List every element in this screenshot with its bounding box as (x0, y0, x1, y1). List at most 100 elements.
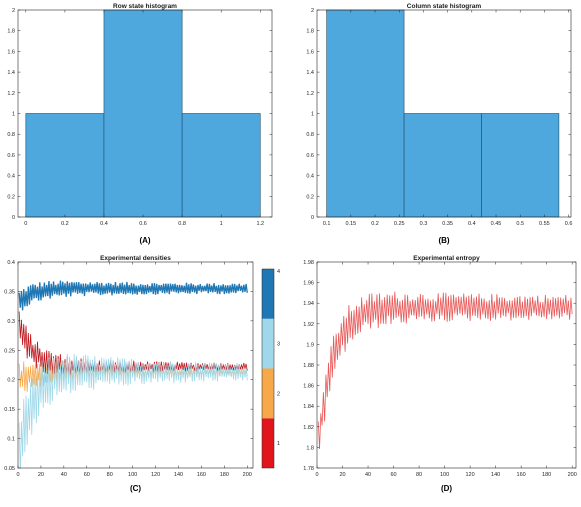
x-tick-label: 0.25 (394, 221, 405, 227)
y-tick-label: 0.05 (4, 466, 15, 472)
y-tick-label: 1.96 (303, 281, 314, 287)
colorbar-label: 4 (277, 269, 280, 275)
y-tick-label: 0.35 (4, 289, 15, 295)
x-tick-label: 20 (38, 472, 44, 478)
y-tick-label: 2 (12, 8, 15, 14)
colorbar-segment-4 (262, 269, 274, 319)
y-tick-label: 1.8 (306, 445, 314, 451)
series-line-4 (18, 353, 248, 468)
y-tick-label: 1.78 (303, 466, 314, 472)
y-tick-label: 0 (311, 215, 314, 221)
chart-title: Row state histogram (113, 3, 177, 10)
x-tick-label: 0.6 (139, 221, 147, 227)
x-tick-label: 200 (243, 472, 252, 478)
y-tick-label: 1.98 (303, 260, 314, 266)
y-tick-label: 0.8 (7, 132, 15, 138)
panel-4: 0 20 40 60 80 100 120 140 160 180 200 1.78 1.8 1.82 1.… (303, 255, 576, 493)
axes-box (316, 261, 577, 469)
histogram-bar-3 (181, 113, 261, 218)
y-tick-label: 1.8 (306, 29, 314, 35)
y-tick-label: 1.88 (303, 363, 314, 369)
x-tick-label: 80 (107, 472, 113, 478)
x-tick-label: 1 (220, 221, 223, 227)
y-tick-label: 1.6 (7, 49, 15, 55)
data-lines (18, 280, 248, 468)
x-tick-label: 140 (491, 472, 500, 478)
panel-caption: (D) (441, 484, 452, 493)
y-tick-label: 0.2 (7, 194, 15, 200)
x-tick-label: 100 (128, 472, 137, 478)
x-tick-label: 0.6 (565, 221, 573, 227)
panel-caption: (A) (139, 236, 150, 245)
y-tick-label: 1.84 (303, 404, 314, 410)
y-tick-label: 1 (12, 112, 15, 118)
colorbar-segment-3 (262, 318, 274, 369)
y-tick-label: 1.94 (303, 301, 314, 307)
x-tick-label: 0.8 (178, 221, 186, 227)
y-tick-label: 0.4 (306, 174, 314, 180)
y-tick-label: 0.4 (7, 260, 15, 266)
x-tick-label: 160 (517, 472, 526, 478)
x-tick-label: 180 (542, 472, 551, 478)
y-tick-label: 0.1 (7, 437, 15, 443)
chart-title: Experimental densities (100, 255, 171, 262)
x-tick-label: 0 (24, 221, 27, 227)
y-tick-label: 0 (12, 215, 15, 221)
x-tick-label: 0.15 (346, 221, 357, 227)
series-line-1 (317, 291, 573, 449)
x-tick-label: 20 (339, 472, 345, 478)
y-tick-label: 0.3 (7, 319, 15, 325)
y-tick-label: 1.6 (306, 49, 314, 55)
x-tick-label: 160 (197, 472, 206, 478)
y-tick-label: 1.92 (303, 322, 314, 328)
y-tick-label: 0.25 (4, 348, 15, 354)
y-tick-label: 0.8 (306, 132, 314, 138)
x-tick-label: 140 (174, 472, 183, 478)
y-tick-label: 1.2 (7, 91, 15, 97)
chart-title: Experimental entropy (413, 255, 480, 262)
x-tick-label: 0.5 (516, 221, 524, 227)
x-tick-label: 1.2 (256, 221, 264, 227)
y-tick-label: 0.4 (7, 174, 15, 180)
x-tick-label: 0.45 (491, 221, 502, 227)
panel-2: 0.1 0.15 0.2 0.25 0.3 0.35 0.4 0.45 0.5 0.55 0.6 0 0… (306, 3, 572, 245)
colorbar: 1 2 3 4 (261, 268, 280, 469)
data-lines (317, 291, 573, 449)
axes-box (17, 261, 254, 469)
x-tick-label: 0.4 (468, 221, 476, 227)
panel-caption: (B) (438, 236, 449, 245)
panel-caption: (C) (130, 484, 141, 493)
y-tick-label: 1.82 (303, 425, 314, 431)
y-tick-label: 0.2 (7, 378, 15, 384)
y-tick-label: 0.15 (4, 407, 15, 413)
y-tick-label: 0.6 (7, 153, 15, 159)
y-tick-label: 1.86 (303, 384, 314, 390)
colorbar-label: 2 (277, 391, 280, 397)
histogram-bar-1 (326, 9, 405, 218)
x-tick-label: 0.3 (420, 221, 428, 227)
x-tick-label: 60 (390, 472, 396, 478)
colorbar-label: 3 (277, 342, 280, 348)
y-tick-label: 2 (311, 8, 314, 14)
y-tick-label: 1.4 (7, 70, 15, 76)
x-tick-label: 120 (466, 472, 475, 478)
x-tick-label: 0 (16, 472, 19, 478)
x-tick-label: 40 (61, 472, 67, 478)
colorbar-segment-1 (262, 418, 274, 468)
x-tick-label: 0 (315, 472, 318, 478)
series-line-1 (18, 280, 248, 311)
x-tick-label: 120 (151, 472, 160, 478)
x-tick-label: 60 (84, 472, 90, 478)
x-tick-label: 0.35 (442, 221, 453, 227)
histogram-bar-2 (403, 113, 482, 218)
colorbar-segment-2 (262, 368, 274, 419)
y-tick-label: 1.4 (306, 70, 314, 76)
x-tick-label: 80 (416, 472, 422, 478)
panel-1: 0 0.2 0.4 0.6 0.8 1 1.2 0 0.2 0.4 0.6 0.8 1 1.2 1.4 1.6… (7, 3, 273, 245)
y-tick-label: 1.8 (7, 29, 15, 35)
histogram-bar-3 (481, 113, 560, 218)
x-tick-label: 100 (440, 472, 449, 478)
x-tick-label: 0.55 (539, 221, 550, 227)
panel-3: 0 20 40 60 80 100 120 140 160 180 200 0.05 0.1 0.15 0.… (4, 255, 280, 493)
